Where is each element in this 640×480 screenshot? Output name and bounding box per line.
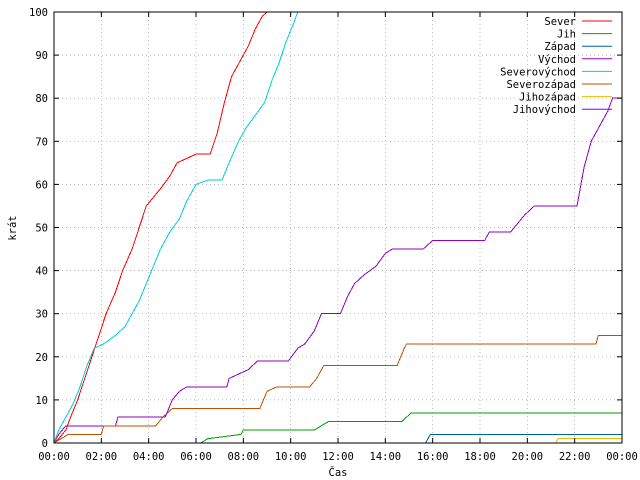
x-tick-label: 00:00 xyxy=(606,451,638,463)
series-line-4 xyxy=(53,97,622,444)
y-tick-label: 50 xyxy=(35,223,48,235)
y-tick-label: 40 xyxy=(35,266,48,278)
x-tick-label: 20:00 xyxy=(512,451,544,463)
legend-label: Jih xyxy=(557,29,576,41)
series-line-7 xyxy=(555,438,622,444)
y-tick-label: 60 xyxy=(35,179,48,191)
y-tick-label: 100 xyxy=(29,7,48,19)
x-tick-label: 12:00 xyxy=(322,451,354,463)
series-line-6 xyxy=(53,334,622,444)
legend-label: Severozápad xyxy=(506,79,576,91)
x-tick-label: 06:00 xyxy=(180,451,212,463)
y-axis-title: krát xyxy=(7,215,19,240)
x-tick-label: 00:00 xyxy=(38,451,70,463)
legend-label: Jihozápad xyxy=(519,92,576,104)
axis-ticks: 0 10 20 30 40 50 60 70 80 90 100 00:00 02:00 04:00 06:… xyxy=(29,7,638,463)
x-tick-label: 18:00 xyxy=(464,451,496,463)
legend-label: Severovýchod xyxy=(500,66,576,78)
y-tick-label: 20 xyxy=(35,352,48,364)
x-tick-label: 10:00 xyxy=(275,451,307,463)
y-tick-label: 0 xyxy=(42,438,48,450)
y-tick-label: 80 xyxy=(35,93,48,105)
x-tick-label: 16:00 xyxy=(417,451,449,463)
y-tick-label: 90 xyxy=(35,50,48,62)
x-tick-label: 14:00 xyxy=(370,451,402,463)
legend-label: Jihovýchod xyxy=(513,104,576,116)
legend-label: Východ xyxy=(538,54,576,66)
y-tick-label: 70 xyxy=(35,136,48,148)
series-line-1 xyxy=(53,11,268,444)
legend-label: Západ xyxy=(544,41,576,53)
x-tick-label: 08:00 xyxy=(228,451,260,463)
legend: SeverJihZápadVýchodSeverovýchodSeverozáp… xyxy=(500,16,612,116)
x-tick-label: 02:00 xyxy=(86,451,118,463)
series-line-3 xyxy=(425,433,622,444)
series-line-5 xyxy=(53,11,299,444)
y-tick-label: 30 xyxy=(35,309,48,321)
plot-area xyxy=(53,11,622,444)
x-tick-label: 04:00 xyxy=(133,451,165,463)
y-tick-label: 10 xyxy=(35,395,48,407)
x-tick-label: 22:00 xyxy=(559,451,591,463)
x-axis-title: Čas xyxy=(329,466,348,479)
legend-label: Sever xyxy=(544,16,576,28)
series-line-2 xyxy=(200,412,622,444)
